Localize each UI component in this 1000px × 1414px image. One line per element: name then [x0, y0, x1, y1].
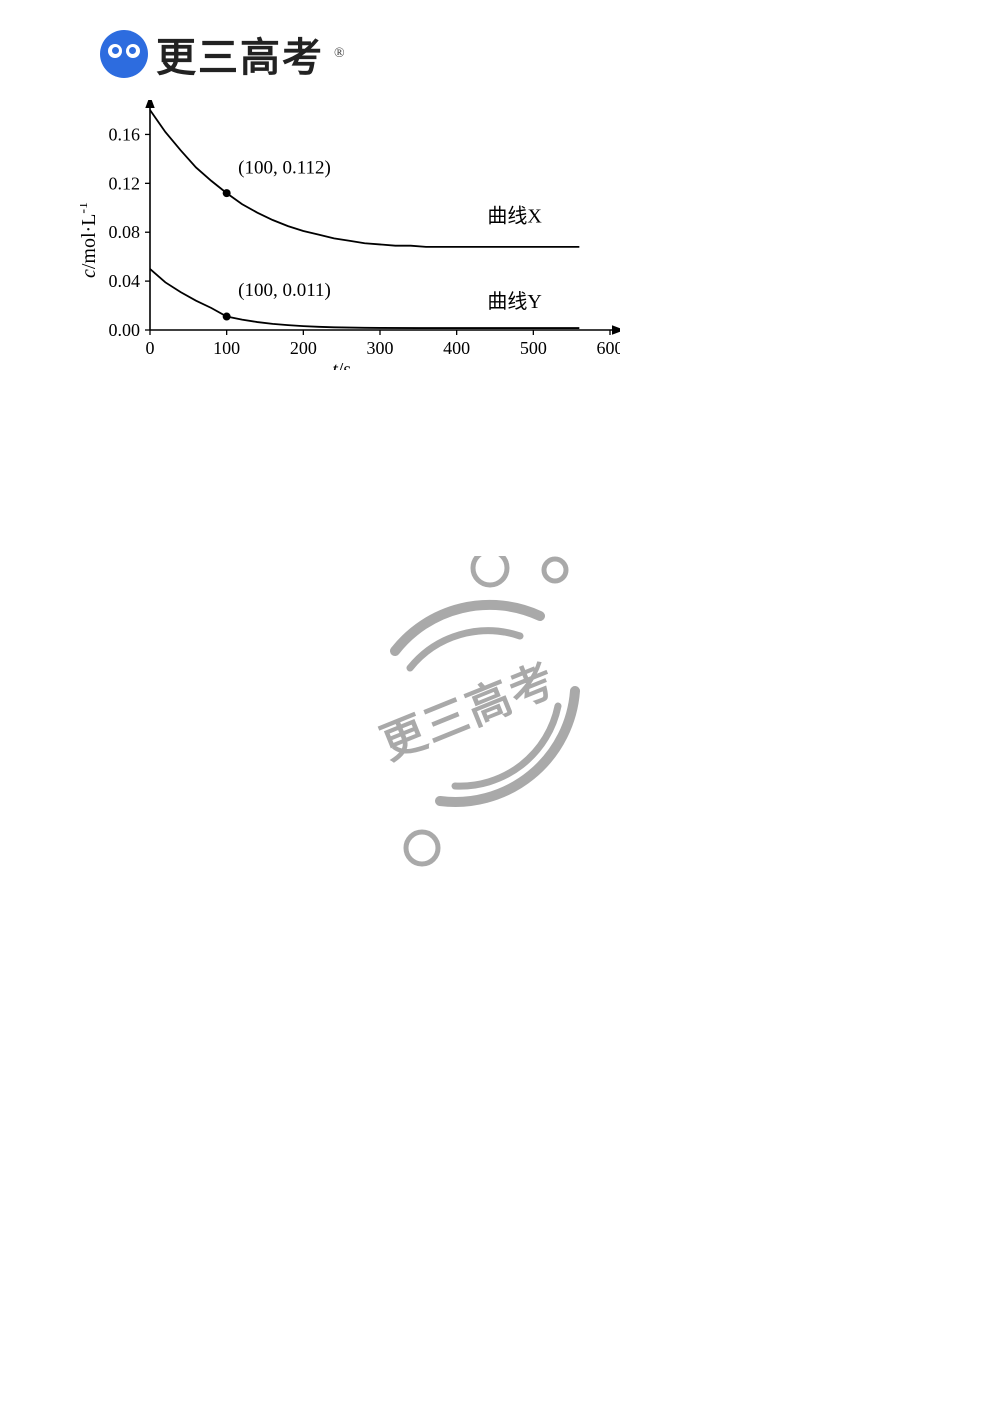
brand-text: 更三高考 [156, 25, 324, 83]
svg-text:0.08: 0.08 [109, 222, 141, 242]
svg-text:(100, 0.112): (100, 0.112) [238, 158, 331, 179]
svg-text:0: 0 [146, 338, 155, 358]
watermark: 更三高考 [340, 556, 640, 856]
svg-text:200: 200 [290, 338, 317, 358]
svg-text:t/s: t/s [332, 359, 351, 370]
svg-text:0.16: 0.16 [109, 124, 141, 144]
registered-icon: ® [334, 46, 345, 62]
svg-text:曲线X: 曲线X [487, 204, 542, 227]
svg-text:0.00: 0.00 [109, 320, 141, 340]
chart-svg: 0 100 200 300 400 500 600 0.00 0.04 0.08 0.12 0.16 t… [80, 100, 620, 370]
brand-logo: 更三高考 ® [100, 25, 345, 83]
svg-text:(100, 0.011): (100, 0.011) [238, 280, 331, 301]
owl-icon [100, 30, 148, 78]
svg-text:300: 300 [367, 338, 394, 358]
svg-text:c/mol·L-1: c/mol·L-1 [80, 202, 100, 278]
svg-text:500: 500 [520, 338, 547, 358]
concentration-chart: 0 100 200 300 400 500 600 0.00 0.04 0.08 0.12 0.16 t… [80, 100, 620, 375]
svg-text:0.12: 0.12 [109, 173, 141, 193]
svg-text:100: 100 [213, 338, 240, 358]
svg-text:0.04: 0.04 [109, 271, 141, 291]
svg-text:600: 600 [597, 338, 621, 358]
svg-text:曲线Y: 曲线Y [487, 290, 541, 313]
svg-text:400: 400 [443, 338, 470, 358]
